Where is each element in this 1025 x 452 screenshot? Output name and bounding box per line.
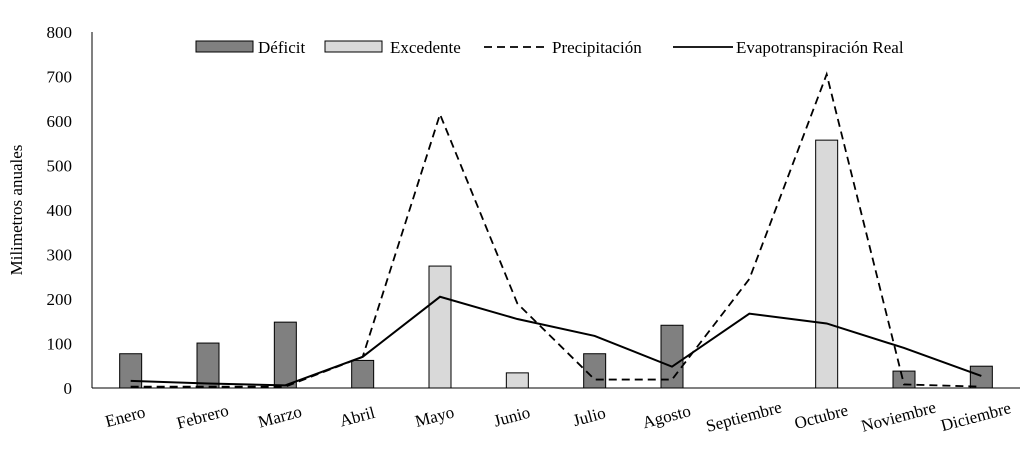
x-tick-label: Mayo bbox=[413, 402, 456, 431]
legend-precipitacion-label: Precipitación bbox=[552, 38, 642, 57]
bar-excedente bbox=[815, 139, 839, 389]
y-axis-title: Milimetros anuales bbox=[7, 145, 26, 276]
y-tick-label: 300 bbox=[47, 246, 73, 265]
x-tick-label: Diciembre bbox=[939, 398, 1013, 435]
bar-deficit bbox=[660, 324, 684, 389]
legend-deficit-swatch bbox=[195, 40, 254, 53]
legend-deficit-label: Déficit bbox=[258, 38, 305, 57]
x-tick-label: Abril bbox=[337, 403, 377, 431]
x-tick-label: Noviembre bbox=[859, 398, 938, 436]
y-tick-label: 700 bbox=[47, 68, 73, 87]
bar-deficit bbox=[969, 365, 993, 389]
y-tick-label: 400 bbox=[47, 201, 73, 220]
series-lines bbox=[130, 71, 982, 388]
y-tick-label: 200 bbox=[47, 290, 73, 309]
legend-excedente-swatch bbox=[324, 40, 383, 53]
legend: Déficit Excedente Precipitación Evapotransp… bbox=[195, 38, 904, 57]
y-tick-label: 500 bbox=[47, 157, 73, 176]
bar-deficit bbox=[351, 359, 375, 389]
legend-excedente-label: Excedente bbox=[390, 38, 461, 57]
bar-excedente bbox=[428, 265, 452, 389]
legend-evapotranspiracion-label: Evapotranspiración Real bbox=[736, 38, 904, 57]
y-tick-label: 600 bbox=[47, 112, 73, 131]
bar-excedente bbox=[505, 372, 529, 389]
x-tick-label: Junio bbox=[492, 403, 533, 431]
axes: 0 100 200 300 400 500 600 700 800 Enero Febrero Mar… bbox=[47, 23, 1020, 436]
y-tick-label: 800 bbox=[47, 23, 73, 42]
bar-deficit bbox=[892, 370, 916, 389]
bars bbox=[119, 139, 993, 389]
y-tick-label: 100 bbox=[47, 335, 73, 354]
line-evapotranspiracion bbox=[130, 295, 982, 387]
y-tick-label: 0 bbox=[64, 379, 73, 398]
x-tick-label: Marzo bbox=[256, 402, 304, 432]
x-tick-label: Febrero bbox=[175, 401, 231, 433]
x-tick-label: Septiembre bbox=[704, 397, 784, 435]
bar-deficit bbox=[196, 342, 220, 389]
x-tick-label: Enero bbox=[103, 402, 147, 431]
x-tick-label: Julio bbox=[571, 403, 608, 430]
bar-deficit bbox=[273, 321, 297, 389]
x-tick-label: Agosto bbox=[640, 401, 692, 432]
line-precipitacion bbox=[130, 71, 982, 388]
bar-deficit bbox=[119, 353, 143, 389]
x-tick-label: Octubre bbox=[792, 400, 850, 433]
